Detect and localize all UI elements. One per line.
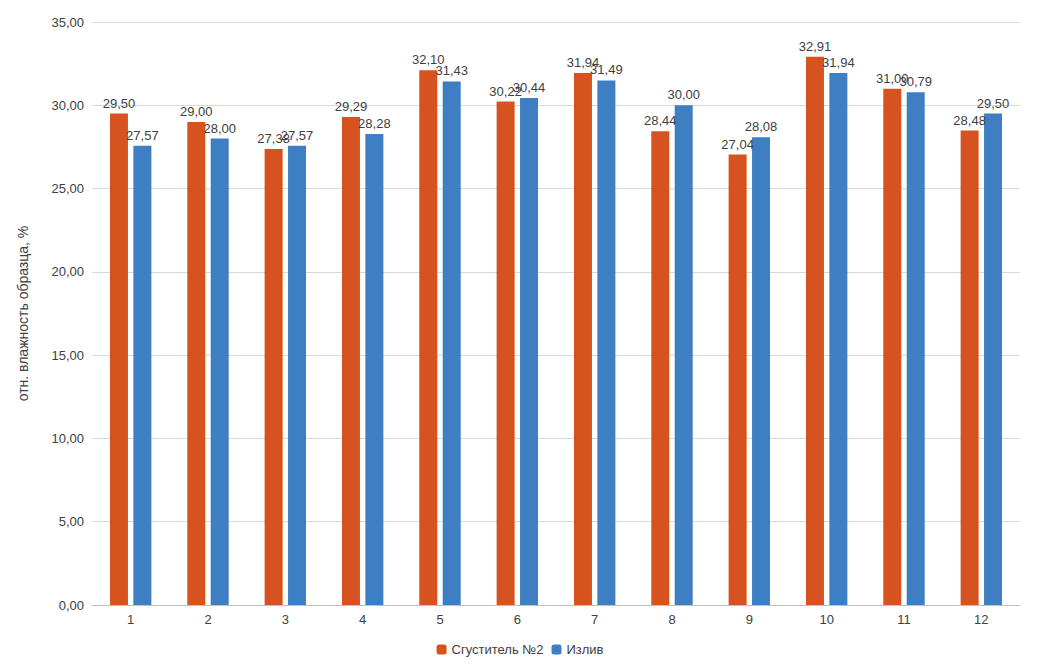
- svg-text:8: 8: [668, 612, 675, 627]
- svg-text:1: 1: [127, 612, 134, 627]
- svg-text:20,00: 20,00: [51, 264, 84, 279]
- svg-text:30,22: 30,22: [489, 83, 522, 99]
- svg-text:30,00: 30,00: [51, 98, 84, 113]
- svg-text:27,38: 27,38: [257, 130, 290, 146]
- svg-text:15,00: 15,00: [51, 348, 84, 363]
- svg-text:9: 9: [746, 612, 753, 627]
- svg-text:27,57: 27,57: [281, 128, 314, 143]
- svg-text:28,08: 28,08: [745, 119, 778, 134]
- svg-text:29,00: 29,00: [180, 104, 213, 119]
- svg-text:30,79: 30,79: [899, 74, 932, 89]
- svg-text:Сгуститель №2: Сгуститель №2: [452, 642, 544, 657]
- svg-text:35,00: 35,00: [51, 15, 84, 30]
- svg-text:29,50: 29,50: [977, 96, 1010, 111]
- svg-text:29,50: 29,50: [103, 96, 136, 111]
- svg-text:3: 3: [282, 612, 289, 627]
- svg-text:31,94: 31,94: [566, 55, 600, 70]
- svg-text:10: 10: [819, 612, 833, 627]
- svg-text:28,44: 28,44: [644, 113, 677, 128]
- svg-text:31,43: 31,43: [435, 63, 468, 78]
- svg-text:10,00: 10,00: [51, 431, 84, 446]
- svg-text:12: 12: [974, 612, 988, 627]
- svg-text:0,00: 0,00: [59, 598, 84, 613]
- svg-text:7: 7: [591, 612, 598, 627]
- svg-text:31,49: 31,49: [590, 62, 623, 77]
- svg-text:29,29: 29,29: [335, 99, 368, 114]
- svg-text:31,94: 31,94: [822, 55, 855, 70]
- svg-text:4: 4: [359, 612, 366, 627]
- svg-text:Излив: Излив: [567, 642, 604, 657]
- svg-text:6: 6: [514, 612, 521, 627]
- svg-text:32,91: 32,91: [799, 39, 832, 54]
- svg-text:27,57: 27,57: [126, 128, 159, 143]
- svg-text:отн. влажность образца, %: отн. влажность образца, %: [15, 226, 31, 402]
- svg-text:31,00: 31,00: [876, 70, 909, 86]
- svg-text:2: 2: [204, 612, 211, 627]
- svg-text:30,00: 30,00: [667, 87, 700, 102]
- svg-text:28,00: 28,00: [203, 121, 236, 136]
- svg-text:30,44: 30,44: [513, 80, 546, 95]
- svg-text:27,04: 27,04: [721, 137, 754, 152]
- svg-text:5: 5: [436, 612, 443, 627]
- svg-text:28,28: 28,28: [358, 116, 391, 131]
- svg-text:5,00: 5,00: [59, 514, 84, 529]
- svg-text:32,10: 32,10: [412, 52, 445, 68]
- svg-text:11: 11: [897, 612, 911, 627]
- svg-text:28,48: 28,48: [953, 113, 986, 128]
- svg-text:25,00: 25,00: [51, 181, 84, 196]
